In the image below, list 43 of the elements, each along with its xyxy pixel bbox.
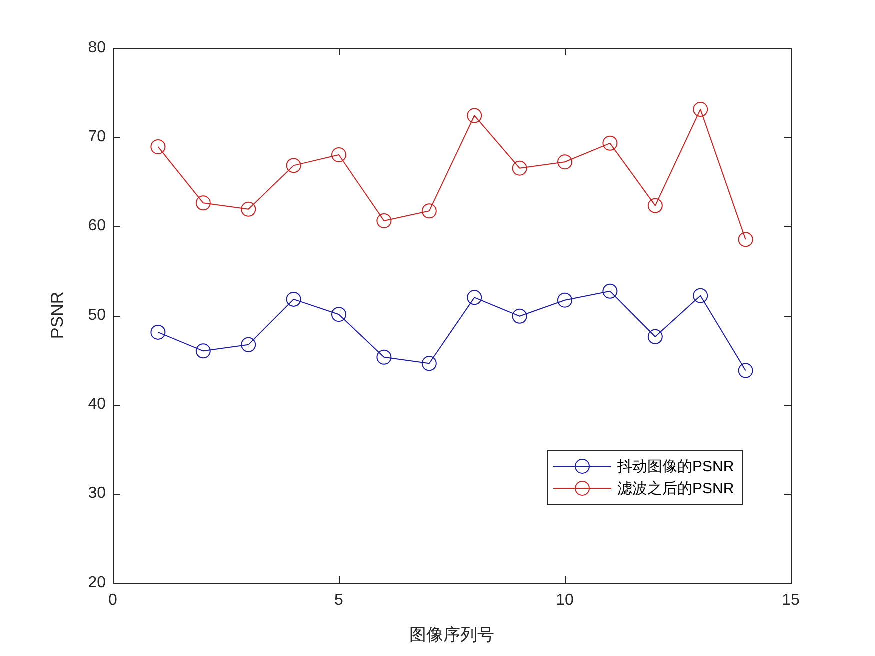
point [738, 232, 754, 248]
y-axis-title: PSNR [48, 292, 67, 340]
y-tick-label: 70 [88, 128, 106, 146]
point [602, 284, 618, 299]
point [332, 148, 346, 162]
point [558, 292, 572, 308]
point [376, 213, 392, 228]
point [422, 356, 437, 372]
x-tick-label: 15 [782, 592, 800, 610]
point [422, 204, 437, 219]
point [738, 363, 754, 378]
legend-label: 抖动图像的PSNR [616, 458, 734, 476]
point [286, 292, 302, 307]
point [602, 136, 618, 151]
point [512, 308, 528, 324]
y-tick-label: 30 [88, 485, 106, 502]
point [693, 102, 708, 118]
point [558, 154, 572, 170]
y-tick-label: 60 [88, 218, 106, 235]
point [286, 158, 302, 174]
point [196, 344, 211, 359]
y-tick-label: 40 [88, 396, 106, 414]
y-tick-label: 50 [88, 306, 106, 324]
x-tick-label: 5 [334, 592, 344, 610]
point [241, 337, 256, 352]
point [241, 202, 256, 217]
point [196, 196, 211, 211]
x-axis-title: 图像序列号 [410, 625, 494, 644]
point [150, 324, 166, 340]
legend-label: 滤波之后的PSNR [618, 480, 734, 498]
point [332, 307, 346, 322]
point [467, 108, 482, 124]
x-tick-label: 10 [556, 592, 574, 610]
y-tick-label: 80 [88, 39, 106, 56]
point [467, 290, 482, 306]
point [512, 160, 528, 176]
point [693, 288, 708, 304]
y-tick-label: 20 [88, 574, 106, 592]
point [648, 329, 663, 344]
point [376, 350, 392, 365]
x-tick-label: 0 [108, 592, 118, 610]
point [150, 139, 166, 154]
point [648, 198, 663, 214]
